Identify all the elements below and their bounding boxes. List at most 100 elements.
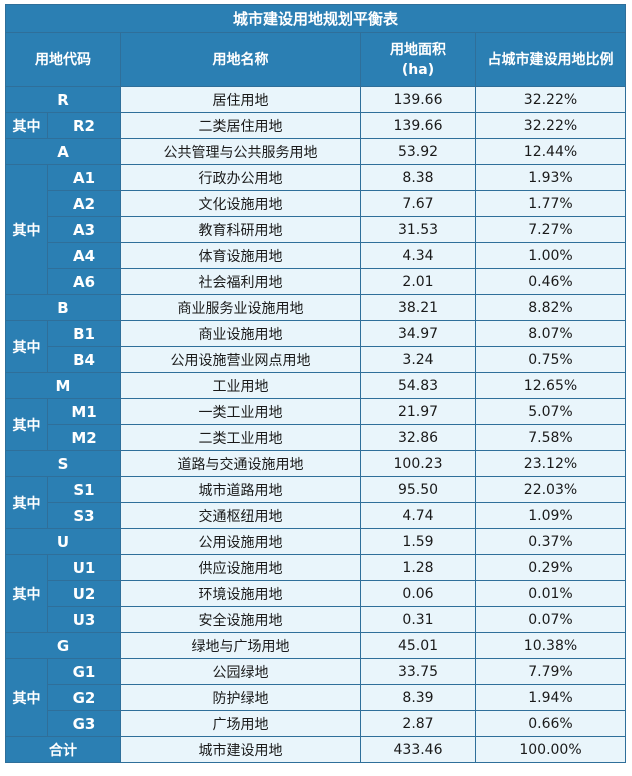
land-code: G bbox=[5, 632, 121, 659]
sub-land-ratio: 8.07% bbox=[475, 320, 626, 347]
qizhong-label: 其中 bbox=[5, 164, 48, 295]
total-area: 433.46 bbox=[360, 736, 476, 763]
sub-land-name: 文化设施用地 bbox=[120, 190, 361, 217]
qizhong-label: 其中 bbox=[5, 554, 48, 633]
land-area: 100.23 bbox=[360, 450, 476, 477]
sub-land-area: 3.24 bbox=[360, 346, 476, 373]
sub-land-code: A1 bbox=[47, 164, 121, 191]
table-row: G 绿地与广场用地 45.01 10.38% bbox=[5, 632, 626, 659]
land-code: A bbox=[5, 138, 121, 165]
table-row: S 道路与交通设施用地 100.23 23.12% bbox=[5, 450, 626, 477]
sub-land-code: G3 bbox=[47, 710, 121, 737]
sub-land-ratio: 22.03% bbox=[475, 476, 626, 503]
sub-land-area: 2.87 bbox=[360, 710, 476, 737]
table-row-sub: U2 环境设施用地 0.06 0.01% bbox=[6, 580, 626, 607]
sub-land-name: 交通枢纽用地 bbox=[120, 502, 361, 529]
sub-land-area: 4.34 bbox=[360, 242, 476, 269]
sub-land-ratio: 32.22% bbox=[475, 112, 626, 139]
land-ratio: 0.37% bbox=[475, 528, 626, 555]
sub-land-code: S3 bbox=[47, 502, 121, 529]
header-row: 用地代码 用地名称 用地面积 (ha) 占城市建设用地比例 bbox=[5, 32, 626, 87]
sub-land-area: 8.39 bbox=[360, 684, 476, 711]
sub-land-code: U3 bbox=[47, 606, 121, 633]
table-row-sub: 其中 R2 二类居住用地 139.66 32.22% bbox=[5, 112, 626, 139]
qizhong-label: 其中 bbox=[5, 476, 48, 529]
land-area: 54.83 bbox=[360, 372, 476, 399]
total-name: 城市建设用地 bbox=[120, 736, 361, 763]
table-row-sub: A4 体育设施用地 4.34 1.00% bbox=[6, 242, 626, 269]
land-area: 53.92 bbox=[360, 138, 476, 165]
sub-land-area: 4.74 bbox=[360, 502, 476, 529]
sub-land-name: 防护绿地 bbox=[120, 684, 361, 711]
sub-land-code: G1 bbox=[47, 658, 121, 685]
sub-land-area: 2.01 bbox=[360, 268, 476, 295]
header-area-line1: 用地面积 bbox=[390, 41, 446, 58]
sub-land-code: A2 bbox=[47, 190, 121, 217]
sub-land-name: 城市道路用地 bbox=[120, 476, 361, 503]
table-row-sub: G3 广场用地 2.87 0.66% bbox=[6, 710, 626, 737]
sub-land-area: 139.66 bbox=[360, 112, 476, 139]
sub-land-name: 商业设施用地 bbox=[120, 320, 361, 347]
header-area-line2: (ha) bbox=[401, 61, 435, 78]
header-ratio: 占城市建设用地比例 bbox=[475, 32, 626, 87]
land-ratio: 12.65% bbox=[475, 372, 626, 399]
land-code: R bbox=[5, 86, 121, 113]
total-ratio: 100.00% bbox=[475, 736, 626, 763]
sub-land-name: 一类工业用地 bbox=[120, 398, 361, 425]
sub-land-area: 21.97 bbox=[360, 398, 476, 425]
sub-land-ratio: 0.75% bbox=[475, 346, 626, 373]
sub-land-code: U1 bbox=[47, 554, 121, 581]
table-row-sub: M2 二类工业用地 32.86 7.58% bbox=[6, 424, 626, 451]
sub-land-area: 0.31 bbox=[360, 606, 476, 633]
sub-land-name: 公用设施营业网点用地 bbox=[120, 346, 361, 373]
sub-land-ratio: 1.77% bbox=[475, 190, 626, 217]
sub-land-code: S1 bbox=[47, 476, 121, 503]
qizhong-label: 其中 bbox=[5, 320, 48, 373]
table-row-sub: G2 防护绿地 8.39 1.94% bbox=[6, 684, 626, 711]
table-title: 城市建设用地规划平衡表 bbox=[5, 4, 626, 33]
qizhong-label: 其中 bbox=[5, 398, 48, 451]
sub-land-area: 31.53 bbox=[360, 216, 476, 243]
table-row-sub: A2 文化设施用地 7.67 1.77% bbox=[6, 190, 626, 217]
land-area: 38.21 bbox=[360, 294, 476, 321]
land-area: 1.59 bbox=[360, 528, 476, 555]
table-row-sub: S3 交通枢纽用地 4.74 1.09% bbox=[6, 502, 626, 529]
sub-land-code: A3 bbox=[47, 216, 121, 243]
table-row: M 工业用地 54.83 12.65% bbox=[5, 372, 626, 399]
table-row-sub: 其中 G1 公园绿地 33.75 7.79% bbox=[5, 658, 626, 737]
sub-land-area: 0.06 bbox=[360, 580, 476, 607]
table-row: A 公共管理与公共服务用地 53.92 12.44% bbox=[5, 138, 626, 165]
table-row-sub: U3 安全设施用地 0.31 0.07% bbox=[6, 606, 626, 633]
land-name: 绿地与广场用地 bbox=[120, 632, 361, 659]
land-area: 45.01 bbox=[360, 632, 476, 659]
land-use-balance-table: 城市建设用地规划平衡表 用地代码 用地名称 用地面积 (ha) 占城市建设用地比… bbox=[5, 4, 626, 763]
table-row-sub: 其中 A1 行政办公用地 8.38 1.93% bbox=[5, 164, 626, 295]
sub-land-code: M1 bbox=[47, 398, 121, 425]
sub-land-ratio: 7.58% bbox=[475, 424, 626, 451]
land-code: M bbox=[5, 372, 121, 399]
sub-land-area: 8.38 bbox=[360, 164, 476, 191]
table-row-sub: B4 公用设施营业网点用地 3.24 0.75% bbox=[6, 346, 626, 373]
sub-land-code: U2 bbox=[47, 580, 121, 607]
sub-land-name: 环境设施用地 bbox=[120, 580, 361, 607]
table-body: R 居住用地 139.66 32.22% 其中 R2 二类居住用地 139.66 32.22% A… bbox=[5, 86, 626, 763]
land-ratio: 8.82% bbox=[475, 294, 626, 321]
land-area: 139.66 bbox=[360, 86, 476, 113]
table-row-sub: 其中 B1 商业设施用地 34.97 8.07% bbox=[5, 320, 626, 373]
total-row: 合计 城市建设用地 433.46 100.00% bbox=[5, 736, 626, 763]
sub-land-name: 公园绿地 bbox=[120, 658, 361, 685]
land-use-balance-table-container: 城市建设用地规划平衡表 用地代码 用地名称 用地面积 (ha) 占城市建设用地比… bbox=[5, 4, 626, 763]
land-ratio: 12.44% bbox=[475, 138, 626, 165]
land-code: S bbox=[5, 450, 121, 477]
sub-land-ratio: 0.66% bbox=[475, 710, 626, 737]
sub-land-name: 教育科研用地 bbox=[120, 216, 361, 243]
sub-land-name: 二类工业用地 bbox=[120, 424, 361, 451]
sub-land-area: 1.28 bbox=[360, 554, 476, 581]
qizhong-label: 其中 bbox=[5, 658, 48, 737]
table-row: R 居住用地 139.66 32.22% bbox=[5, 86, 626, 113]
sub-land-name: 体育设施用地 bbox=[120, 242, 361, 269]
land-name: 公用设施用地 bbox=[120, 528, 361, 555]
sub-land-name: 社会福利用地 bbox=[120, 268, 361, 295]
sub-land-ratio: 1.09% bbox=[475, 502, 626, 529]
header-code: 用地代码 bbox=[5, 32, 121, 87]
